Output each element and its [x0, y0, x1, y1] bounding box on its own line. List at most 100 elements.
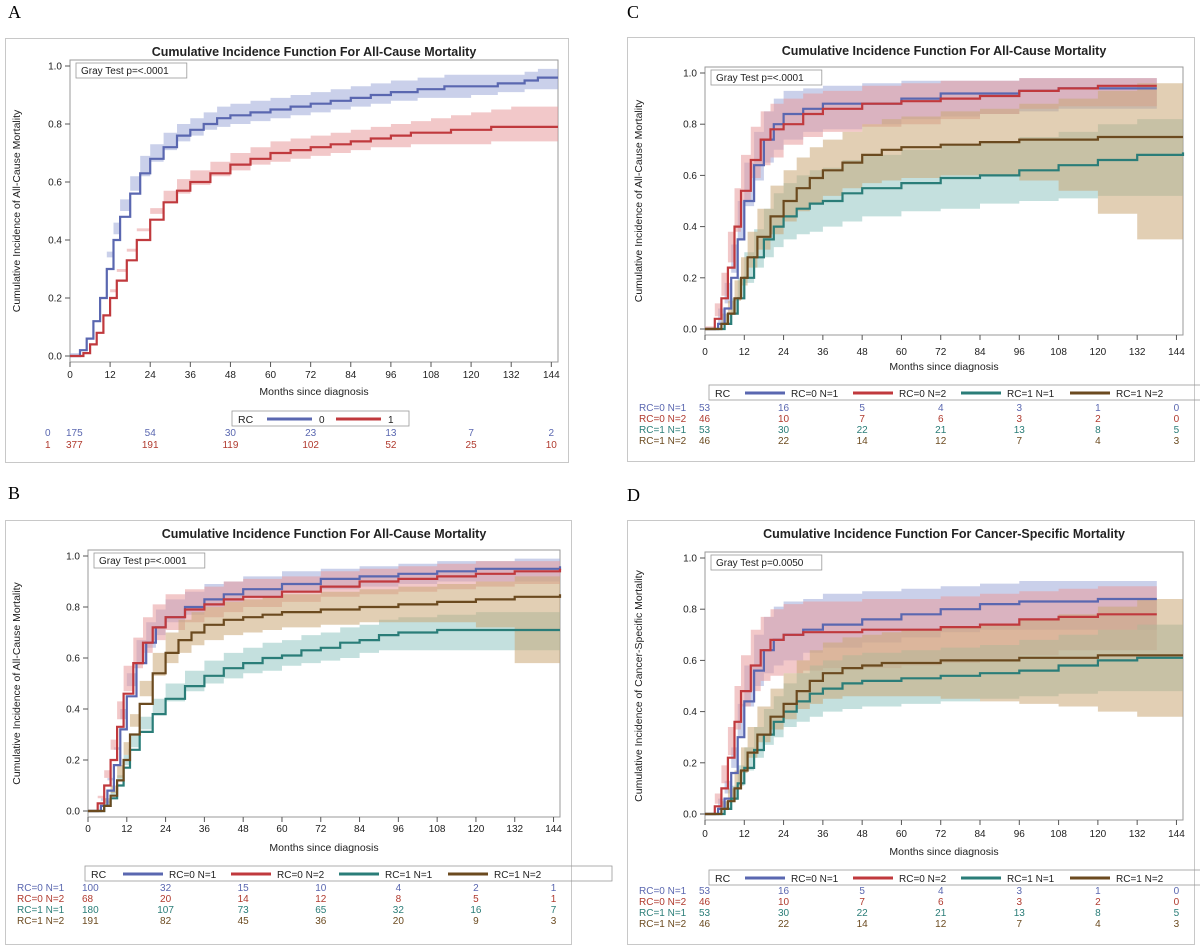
panel-b-risk-row-label: RC=0 N=1: [17, 883, 65, 894]
panel-c-risk-row-label: RC=1 N=1: [639, 425, 687, 436]
panel-a-risk-value: 102: [302, 440, 319, 451]
panel-b-risk-value: 68: [82, 894, 94, 905]
panel-c-risk-value: 3: [1017, 414, 1023, 425]
panel-b-risk-value: 32: [160, 883, 172, 894]
panel-d-risk-value: 53: [699, 908, 711, 919]
panel-c-chart-title: Cumulative Incidence Function For All-Ca…: [782, 44, 1107, 58]
panel-d-x-tick-label: 132: [1129, 829, 1146, 840]
panel-d-risk-value: 21: [935, 908, 947, 919]
panel-c-risk-value: 4: [938, 403, 944, 414]
panel-a-legend-title: RC: [238, 414, 254, 426]
panel-d-risk-value: 3: [1174, 919, 1180, 930]
panel-c-risk-value: 1: [1095, 403, 1101, 414]
panel-b-x-tick-label: 0: [85, 824, 91, 835]
panel-d-x-tick-label: 0: [702, 829, 708, 840]
panel-d-x-tick-label: 24: [778, 829, 790, 840]
panel-b-legend-box: [84, 865, 613, 882]
chart-panel-d: Cumulative Incidence Function For Cancer…: [633, 527, 1200, 930]
panel-a-risk-value: 52: [385, 440, 397, 451]
panel-c-x-tick-label: 120: [1090, 347, 1107, 358]
panel-b-annotation-box: [93, 552, 206, 569]
panel-b-x-tick-label: 72: [315, 824, 327, 835]
panel-d-series-line-teal: [705, 656, 1183, 816]
panel-a-legend-label: 0: [319, 415, 325, 426]
panel-d-risk-value: 46: [699, 897, 711, 908]
panel-b-x-axis-label: Months since diagnosis: [269, 842, 378, 854]
panel-b-risk-row-label: RC=1 N=1: [17, 905, 65, 916]
panel-c-risk-value: 30: [778, 425, 790, 436]
panel-c-risk-value: 7: [859, 414, 865, 425]
panel-b-series-line-red: [88, 568, 562, 813]
panel-c-annotation: Gray Test p=<.0001: [716, 73, 804, 84]
panel-b-y-tick-label: 0.4: [66, 705, 80, 716]
panel-c-risk-value: 0: [1174, 414, 1180, 425]
panel-a-risk-value: 25: [466, 440, 478, 451]
panel-d-risk-value: 10: [778, 897, 790, 908]
panel-d-risk-value: 0: [1174, 886, 1180, 897]
panel-b-risk-value: 73: [238, 905, 250, 916]
panel-a-annotation: Gray Test p=<.0001: [81, 66, 169, 77]
panel-b-y-tick-label: 0.0: [66, 807, 80, 818]
panel-d-risk-row-label: RC=1 N=1: [639, 908, 687, 919]
panel-b-risk-row-label: RC=1 N=2: [17, 916, 65, 927]
panel-c-y-tick-label: 0.8: [683, 120, 697, 131]
panel-d-risk-value: 14: [857, 919, 869, 930]
panel-d-annotation: Gray Test p=0.0050: [716, 558, 804, 569]
panel-d-risk-value: 1: [1095, 886, 1101, 897]
panel-c-x-tick-label: 36: [817, 347, 829, 358]
panel-b-risk-value: 1: [551, 894, 557, 905]
panel-b-legend-label: RC=1 N=2: [494, 870, 542, 881]
panel-d-y-tick-label: 0.2: [683, 758, 697, 769]
panel-c-legend-title: RC: [715, 388, 731, 400]
panel-a-x-tick-label: 120: [463, 370, 480, 381]
panel-b-y-tick-label: 0.8: [66, 603, 80, 614]
panel-d-risk-value: 4: [1095, 919, 1101, 930]
panel-a-risk-value: 54: [145, 428, 157, 439]
panel-d-risk-value: 3: [1017, 897, 1023, 908]
panel-d-ci-band-brown: [705, 591, 1183, 814]
panel-a-annotation-box: [75, 62, 188, 79]
panel-c-x-tick-label: 12: [739, 347, 751, 358]
panel-a-x-tick-label: 36: [185, 370, 197, 381]
panel-a-ci-band-red: [70, 106, 558, 356]
panel-d-legend-box: [708, 869, 1200, 886]
panel-a-x-tick-label: 72: [305, 370, 317, 381]
panel-a-x-tick-label: 84: [345, 370, 357, 381]
panel-c-risk-row-label: RC=0 N=2: [639, 414, 687, 425]
panel-c-risk-value: 16: [778, 403, 790, 414]
panel-a-x-tick-label: 60: [265, 370, 277, 381]
panel-b-series-line-brown: [88, 594, 562, 813]
panel-d-risk-value: 2: [1095, 897, 1101, 908]
panel-c-risk-value: 0: [1174, 403, 1180, 414]
panel-b-risk-value: 32: [393, 905, 405, 916]
panel-d-legend-title: RC: [715, 873, 731, 885]
panel-a-y-tick-label: 0.4: [48, 236, 62, 247]
panel-d-risk-value: 22: [778, 919, 790, 930]
panel-c-risk-row-label: RC=0 N=1: [639, 403, 687, 414]
panel-d-risk-value: 3: [1017, 886, 1023, 897]
panel-a-risk-value: 7: [468, 428, 474, 439]
panel-a-x-tick-label: 24: [145, 370, 157, 381]
panel-c-risk-value: 3: [1017, 403, 1023, 414]
panel-d-risk-value: 7: [859, 897, 865, 908]
panel-d-x-tick-label: 12: [739, 829, 751, 840]
panel-d-x-tick-label: 72: [935, 829, 947, 840]
panel-c-risk-value: 13: [1014, 425, 1026, 436]
panel-d-risk-value: 8: [1095, 908, 1101, 919]
panel-d-x-tick-label: 96: [1014, 829, 1026, 840]
panel-b-x-tick-label: 24: [160, 824, 172, 835]
panel-b-plot-frame: [87, 549, 561, 818]
panel-d-risk-value: 46: [699, 919, 711, 930]
panel-c-risk-value: 10: [778, 414, 790, 425]
panel-d-risk-value: 30: [778, 908, 790, 919]
panel-c-x-tick-label: 132: [1129, 347, 1146, 358]
panel-d-risk-row-label: RC=1 N=2: [639, 919, 687, 930]
panel-c-y-tick-label: 0.6: [683, 171, 697, 182]
panel-d-x-tick-label: 144: [1168, 829, 1185, 840]
panel-b-risk-value: 20: [393, 916, 405, 927]
panel-b-risk-value: 4: [396, 883, 402, 894]
panel-d-risk-value: 16: [778, 886, 790, 897]
panel-b-x-tick-label: 36: [199, 824, 211, 835]
panel-a-y-tick-label: 0.2: [48, 294, 62, 305]
panel-c-risk-value: 21: [935, 425, 947, 436]
